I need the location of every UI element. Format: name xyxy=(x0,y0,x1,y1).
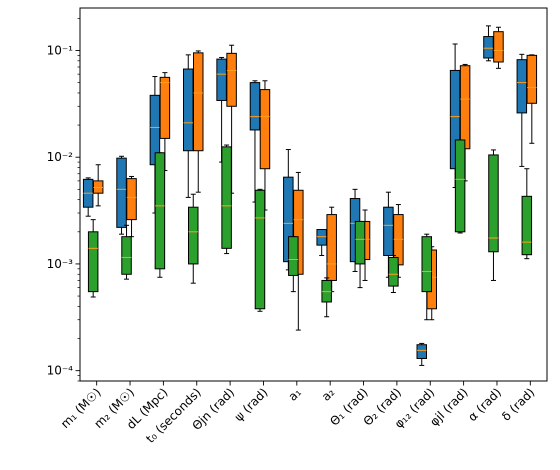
box-iqr xyxy=(488,154,499,253)
x-category-label: δ (rad) xyxy=(499,385,537,423)
box-orange-7 xyxy=(326,206,337,293)
box-iqr xyxy=(193,52,204,152)
box-iqr xyxy=(221,146,232,249)
y-tick-label: 10⁻¹ xyxy=(47,43,74,57)
y-tick-label: 10⁻² xyxy=(47,150,74,164)
y-axis: 10⁻⁴ 10⁻³ 10⁻² 10⁻¹ xyxy=(47,17,80,382)
box-iqr xyxy=(116,157,127,228)
y-tick-label: 10⁻⁴ xyxy=(47,364,74,378)
box-green-11 xyxy=(454,139,466,234)
box-blue-10 xyxy=(416,342,427,366)
box-blue-0 xyxy=(82,177,94,217)
box-iqr xyxy=(388,256,399,287)
box-blue-7 xyxy=(316,229,327,256)
box-green-0 xyxy=(87,219,99,298)
box-green-6 xyxy=(288,236,299,293)
box-iqr xyxy=(254,189,266,310)
axes-frame xyxy=(79,7,548,382)
box-blue-5 xyxy=(249,80,261,203)
box-iqr xyxy=(159,76,171,139)
box-green-12 xyxy=(488,149,499,281)
box-iqr xyxy=(521,195,533,256)
box-blue-12 xyxy=(483,25,494,62)
box-green-4 xyxy=(221,144,232,255)
box-iqr xyxy=(126,178,137,221)
box-blue-13 xyxy=(516,53,528,167)
plot-area xyxy=(82,25,538,366)
box-iqr xyxy=(454,139,466,233)
box-iqr xyxy=(326,214,337,281)
box-green-13 xyxy=(521,168,533,260)
box-orange-1 xyxy=(126,175,137,238)
box-iqr xyxy=(226,52,237,107)
box-iqr xyxy=(259,89,271,170)
box-iqr xyxy=(216,58,227,101)
box-orange-0 xyxy=(92,164,104,207)
box-orange-13 xyxy=(526,54,538,144)
box-green-2 xyxy=(154,152,166,278)
box-iqr xyxy=(288,236,299,276)
box-iqr xyxy=(316,229,327,246)
box-green-8 xyxy=(354,220,366,289)
box-iqr xyxy=(459,65,471,150)
box-blue-3 xyxy=(183,54,194,198)
box-iqr xyxy=(383,206,394,256)
x-category-label: ψ (rad) xyxy=(232,385,271,424)
box-iqr xyxy=(493,31,504,63)
box-iqr xyxy=(526,54,538,104)
box-green-3 xyxy=(188,193,199,284)
box-iqr xyxy=(183,68,194,152)
box-green-1 xyxy=(121,224,132,280)
y-tick-label: 10⁻³ xyxy=(47,257,74,271)
box-green-7 xyxy=(321,277,332,318)
box-iqr xyxy=(188,206,199,265)
box-orange-3 xyxy=(193,50,204,193)
box-green-9 xyxy=(388,254,399,293)
box-iqr xyxy=(516,59,528,114)
box-green-10 xyxy=(421,233,432,321)
box-blue-1 xyxy=(116,155,127,235)
box-iqr xyxy=(154,152,166,270)
box-green-5 xyxy=(254,188,266,312)
box-iqr xyxy=(354,220,366,265)
x-category-label: a₁ xyxy=(285,385,304,404)
box-orange-12 xyxy=(493,26,504,69)
x-category-label: α (rad) xyxy=(465,385,504,424)
box-iqr xyxy=(483,36,494,59)
x-category-label: a₂ xyxy=(319,385,338,404)
box-iqr xyxy=(416,344,427,359)
box-iqr xyxy=(87,231,99,293)
box-iqr xyxy=(249,82,261,131)
box-iqr xyxy=(421,236,432,293)
box-iqr xyxy=(121,236,132,275)
